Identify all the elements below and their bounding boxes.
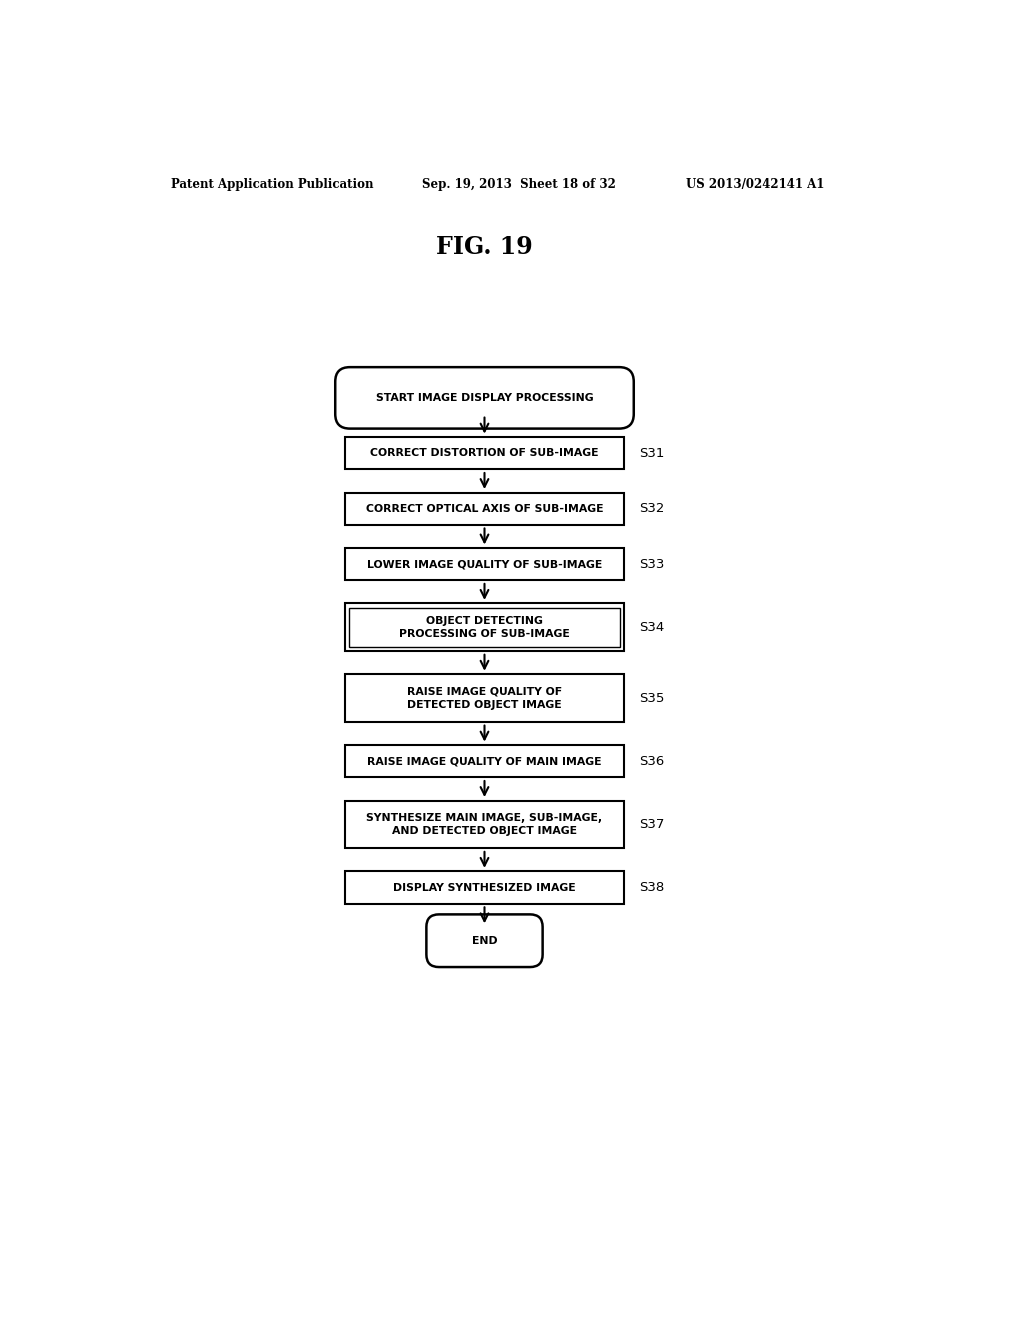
Text: S33: S33: [640, 557, 665, 570]
Bar: [345, 548, 624, 581]
Bar: [345, 744, 624, 777]
Text: S35: S35: [640, 692, 665, 705]
Text: US 2013/0242141 A1: US 2013/0242141 A1: [686, 178, 824, 190]
Text: S34: S34: [640, 620, 665, 634]
Text: S36: S36: [640, 755, 665, 768]
FancyBboxPatch shape: [426, 915, 543, 968]
Bar: [345, 603, 624, 651]
Text: Sep. 19, 2013  Sheet 18 of 32: Sep. 19, 2013 Sheet 18 of 32: [423, 178, 616, 190]
Text: CORRECT DISTORTION OF SUB-IMAGE: CORRECT DISTORTION OF SUB-IMAGE: [371, 449, 599, 458]
Text: RAISE IMAGE QUALITY OF
DETECTED OBJECT IMAGE: RAISE IMAGE QUALITY OF DETECTED OBJECT I…: [407, 686, 562, 710]
Bar: [345, 492, 624, 525]
Text: S37: S37: [640, 818, 665, 832]
Text: S32: S32: [640, 502, 665, 515]
Bar: [345, 675, 624, 722]
FancyBboxPatch shape: [335, 367, 634, 429]
Text: SYNTHESIZE MAIN IMAGE, SUB-IMAGE,
AND DETECTED OBJECT IMAGE: SYNTHESIZE MAIN IMAGE, SUB-IMAGE, AND DE…: [367, 813, 602, 836]
Text: FIG. 19: FIG. 19: [436, 235, 532, 260]
Text: S31: S31: [640, 446, 665, 459]
Text: RAISE IMAGE QUALITY OF MAIN IMAGE: RAISE IMAGE QUALITY OF MAIN IMAGE: [368, 756, 602, 767]
Bar: [345, 871, 624, 904]
Text: DISPLAY SYNTHESIZED IMAGE: DISPLAY SYNTHESIZED IMAGE: [393, 883, 575, 892]
Text: S38: S38: [640, 880, 665, 894]
Bar: [345, 800, 624, 849]
Text: OBJECT DETECTING
PROCESSING OF SUB-IMAGE: OBJECT DETECTING PROCESSING OF SUB-IMAGE: [399, 615, 570, 639]
Text: CORRECT OPTICAL AXIS OF SUB-IMAGE: CORRECT OPTICAL AXIS OF SUB-IMAGE: [366, 504, 603, 513]
Text: END: END: [472, 936, 498, 945]
Bar: [349, 607, 620, 647]
Text: LOWER IMAGE QUALITY OF SUB-IMAGE: LOWER IMAGE QUALITY OF SUB-IMAGE: [367, 560, 602, 569]
Text: START IMAGE DISPLAY PROCESSING: START IMAGE DISPLAY PROCESSING: [376, 393, 593, 403]
Text: Patent Application Publication: Patent Application Publication: [171, 178, 373, 190]
Bar: [345, 437, 624, 470]
